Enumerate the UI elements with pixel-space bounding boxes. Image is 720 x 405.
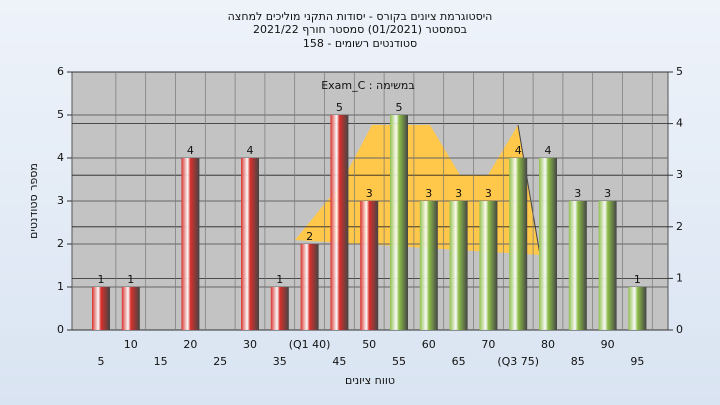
y2-tick-label: 4	[676, 117, 683, 130]
title-line: בסמסטר (01/2021) סמסטר חורף 2021/22	[253, 23, 467, 36]
x-tick-label: 65	[452, 355, 466, 368]
bar	[598, 201, 617, 330]
trend-line	[517, 124, 541, 256]
bar	[539, 158, 557, 330]
annotation: Exam_C : במשימה	[321, 79, 415, 92]
value-label: 1	[127, 273, 134, 286]
value-label: 4	[187, 144, 194, 157]
bar	[628, 287, 647, 330]
y-tick-label: 5	[57, 108, 64, 121]
bar	[390, 115, 408, 330]
value-label: 1	[98, 273, 105, 286]
x-tick-label: 85	[571, 355, 585, 368]
title-line: היסטוגרמת ציונים בקורס - יסודות התקני מו…	[228, 10, 493, 23]
value-label: 3	[425, 187, 432, 200]
y-tick-label: 0	[57, 323, 64, 336]
x-tick-label: 80	[541, 338, 555, 351]
value-label: 5	[336, 101, 343, 114]
bar	[479, 201, 498, 330]
x-tick-label: (Q1 40)	[289, 338, 331, 351]
x-tick-label: 45	[332, 355, 346, 368]
x-tick-label: 35	[273, 355, 287, 368]
y2-tick-label: 5	[676, 65, 683, 78]
y-tick-label: 2	[57, 237, 64, 250]
bar	[92, 287, 110, 330]
y2-tick-label: 1	[676, 271, 683, 284]
bar	[241, 158, 259, 330]
value-label: 3	[455, 187, 462, 200]
value-label: 2	[306, 230, 313, 243]
title-line: סטודנטים רשומים - 158	[303, 37, 417, 50]
x-tick-label: 15	[154, 355, 168, 368]
x-tick-label: 50	[362, 338, 376, 351]
x-tick-label: 95	[630, 355, 644, 368]
x-tick-label: 30	[243, 338, 257, 351]
y-tick-label: 6	[57, 65, 64, 78]
bar	[509, 158, 528, 330]
value-label: 4	[247, 144, 254, 157]
bar	[330, 115, 349, 330]
y-axis-label: מספר סטודנטים	[27, 163, 40, 239]
x-tick-label: 70	[481, 338, 495, 351]
bar	[270, 287, 289, 330]
y2-tick-label: 0	[676, 323, 683, 336]
x-tick-label: 20	[183, 338, 197, 351]
value-label: 3	[574, 187, 581, 200]
value-label: 1	[276, 273, 283, 286]
y2-tick-label: 3	[676, 168, 683, 181]
bar	[360, 201, 379, 330]
value-label: 3	[366, 187, 373, 200]
y2-tick-label: 2	[676, 220, 683, 233]
x-tick-label: 25	[213, 355, 227, 368]
value-label: 4	[515, 144, 522, 157]
bar	[449, 201, 468, 330]
value-label: 3	[485, 187, 492, 200]
y-tick-label: 4	[57, 151, 64, 164]
bar	[419, 201, 438, 330]
bar	[568, 201, 587, 330]
value-label: 5	[396, 101, 403, 114]
bar	[121, 287, 140, 330]
bar	[300, 244, 319, 330]
bar	[181, 158, 200, 330]
x-tick-label: 55	[392, 355, 406, 368]
x-tick-label: 60	[422, 338, 436, 351]
x-tick-label: 90	[601, 338, 615, 351]
x-tick-label: (Q3 75)	[497, 355, 539, 368]
value-label: 4	[545, 144, 552, 157]
x-tick-label: 5	[98, 355, 105, 368]
value-label: 3	[604, 187, 611, 200]
x-tick-label: 10	[124, 338, 138, 351]
x-axis-label: טווח ציונים	[345, 374, 395, 387]
value-label: 1	[634, 273, 641, 286]
y-tick-label: 3	[57, 194, 64, 207]
y-tick-label: 1	[57, 280, 64, 293]
